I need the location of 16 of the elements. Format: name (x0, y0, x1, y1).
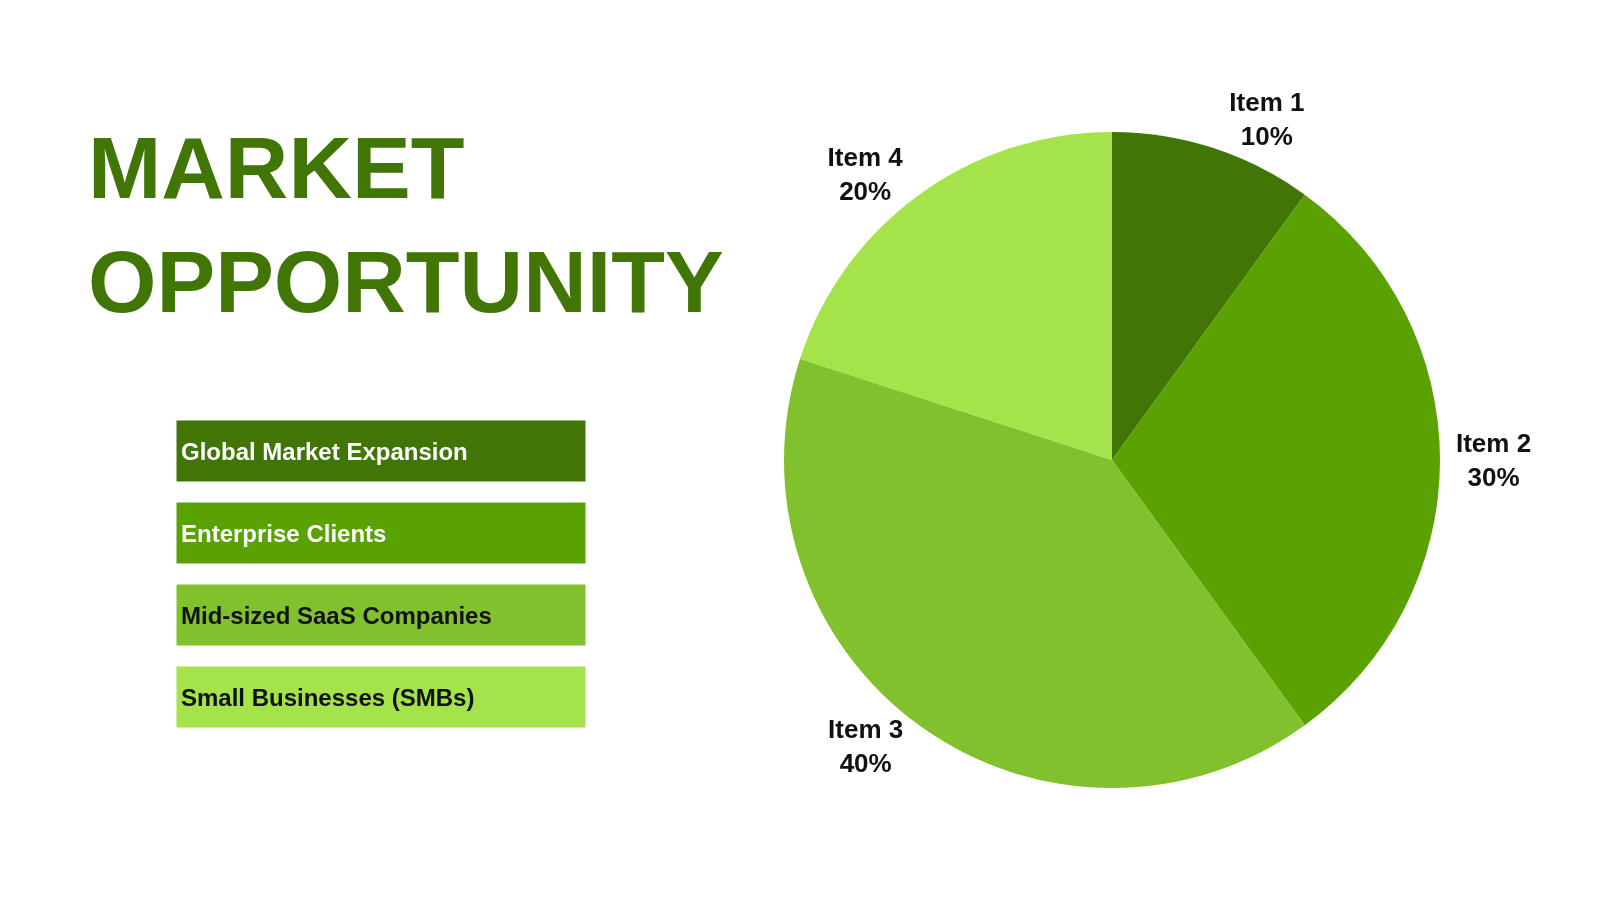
text: Small Businesses (SMBs) (181, 683, 475, 711)
slice-label: Item 2 (1455, 428, 1532, 459)
pie-slice (800, 132, 1112, 460)
data-label: 40% (839, 748, 892, 779)
slice-label: Item 3 (828, 714, 904, 745)
data-label: 30% (1467, 461, 1520, 492)
data-label: 10% (1240, 121, 1293, 152)
slice-label: Item 1 (1229, 87, 1305, 118)
data-label: 20% (839, 175, 892, 206)
slice-label: Item 4 (827, 141, 904, 172)
text: MARKET OPPORTUNITY (88, 118, 724, 332)
text: Enterprise Clients (181, 519, 387, 547)
pie-slice (784, 358, 1305, 788)
pie-slice (1112, 194, 1440, 726)
text: Global Market Expansion (181, 437, 468, 465)
text: Mid-sized SaaS Companies (181, 601, 492, 629)
